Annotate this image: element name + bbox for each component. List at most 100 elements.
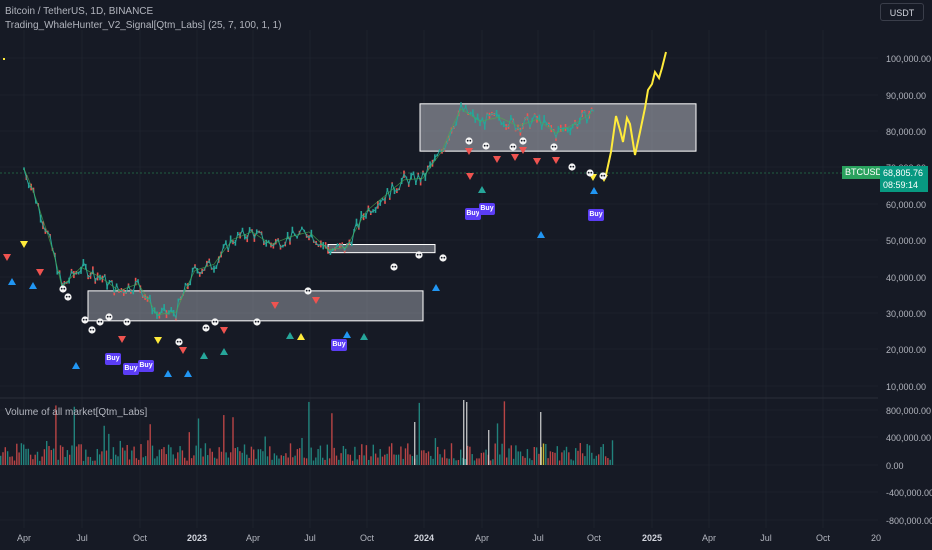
volume-bar: [568, 452, 570, 465]
skull-marker-eye: [68, 295, 71, 298]
volume-bar: [29, 454, 32, 465]
volume-bar: [370, 456, 372, 465]
indicator-title[interactable]: Trading_WhaleHunter_V2_Signal[Qtm_Labs] …: [5, 20, 282, 31]
volume-bar: [259, 449, 262, 465]
volume-bar: [402, 458, 404, 465]
volume-bar: [368, 459, 370, 465]
volume-bar: [112, 447, 115, 465]
volume-bar: [239, 451, 241, 465]
time-tick-label: 2025: [641, 533, 663, 543]
volume-bar: [253, 449, 255, 465]
volume-bar: [349, 454, 351, 465]
volume-bar: [158, 449, 161, 465]
volume-bar: [34, 454, 36, 465]
volume-bar: [430, 455, 432, 465]
volume-bar: [450, 443, 453, 465]
volume-bar: [285, 453, 287, 465]
volume-bar: [227, 457, 230, 465]
volume-bar: [223, 415, 225, 465]
volume-bar: [333, 447, 335, 465]
volume-bar: [575, 448, 577, 465]
price-tick-label: 80,000.00: [886, 127, 927, 137]
volume-bar: [147, 440, 149, 465]
up-triangle-marker: [184, 370, 192, 377]
volume-bar: [0, 455, 2, 465]
up-triangle-marker: [29, 282, 37, 289]
skull-marker-eye: [590, 171, 593, 174]
volume-bar: [216, 458, 218, 465]
up-triangle-marker: [297, 333, 305, 340]
volume-bar: [322, 457, 324, 465]
volume-bar: [133, 446, 135, 465]
volume-bar: [289, 443, 292, 465]
volume-bar: [273, 453, 276, 465]
symbol-title[interactable]: Bitcoin / TetherUS, 1D, BINANCE: [5, 6, 154, 17]
volume-bar: [489, 460, 492, 465]
volume-bar: [503, 401, 506, 465]
volume-bar: [241, 452, 243, 465]
volume-bar: [446, 458, 448, 465]
volume-bar: [331, 413, 333, 465]
volume-bar: [581, 453, 584, 465]
volume-bar: [317, 449, 319, 465]
volume-bar: [234, 448, 236, 465]
skull-marker-eye: [97, 320, 100, 323]
skull-marker: [482, 142, 490, 150]
buy-signal: Buy: [479, 203, 495, 215]
volume-bar: [20, 443, 23, 465]
time-tick-label: Apr: [245, 533, 261, 543]
volume-bar: [443, 449, 446, 465]
volume-bar: [197, 418, 200, 465]
volume-bar: [439, 454, 441, 465]
skull-marker: [123, 318, 131, 326]
volume-bar: [611, 440, 614, 465]
volume-bar: [27, 448, 29, 465]
volume-bar: [23, 444, 25, 465]
skull-marker-eye: [106, 315, 109, 318]
skull-marker-eye: [443, 256, 446, 259]
volume-bar: [140, 444, 142, 465]
volume-bar: [480, 452, 483, 465]
up-triangle-marker: [164, 370, 172, 377]
volume-bar: [142, 457, 144, 465]
volume-bar: [554, 452, 556, 465]
grid-lines: [0, 30, 878, 528]
volume-bar: [453, 458, 455, 465]
volume-bar: [496, 423, 499, 465]
volume-bar: [188, 432, 190, 465]
volume-bar: [347, 454, 349, 465]
down-triangle-marker: [154, 337, 162, 344]
skull-marker-eye: [440, 256, 443, 259]
volume-bar: [602, 444, 604, 465]
volume-bar: [4, 447, 6, 465]
volume-indicator-title[interactable]: Volume of all market[Qtm_Labs]: [5, 407, 148, 418]
volume-bar: [213, 457, 216, 465]
volume-bar: [363, 455, 365, 465]
volume-bar: [167, 444, 170, 465]
volume-bar: [59, 445, 62, 465]
skull-marker-eye: [572, 165, 575, 168]
volume-bar: [549, 451, 552, 465]
volume-bar: [204, 443, 207, 465]
volume-bar: [184, 457, 186, 465]
volume-bar: [391, 443, 393, 465]
down-triangle-marker: [519, 147, 527, 154]
volume-bar: [2, 452, 4, 465]
skull-marker: [439, 254, 447, 262]
volume-bar: [46, 440, 48, 465]
skull-marker-eye: [587, 171, 590, 174]
currency-button[interactable]: USDT: [880, 3, 924, 21]
volume-bar: [57, 459, 59, 465]
volume-bar: [121, 447, 124, 465]
volume-bar: [98, 454, 101, 465]
volume-bar: [225, 452, 227, 465]
volume-bar: [135, 458, 138, 465]
volume-bar: [13, 460, 16, 465]
volume-bar: [18, 452, 20, 465]
volume-tick-label: -800,000.00: [886, 516, 932, 526]
volume-bar: [478, 458, 480, 465]
ema-line: [23, 108, 592, 316]
volume-bar: [595, 455, 598, 465]
price-tick-label: 30,000.00: [886, 309, 927, 319]
